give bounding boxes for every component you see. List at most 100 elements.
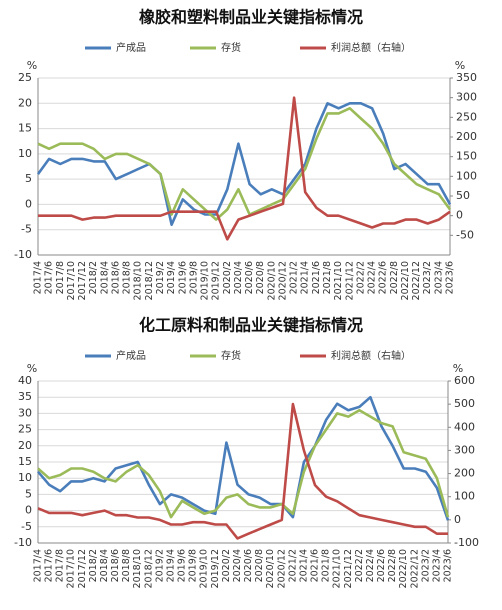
x-tick-label: 2019/12 xyxy=(211,261,222,300)
y2-tick-label: 200 xyxy=(454,467,475,480)
x-tick-label: 2022/8 xyxy=(387,549,398,582)
y2-tick-label: 250 xyxy=(456,110,477,123)
x-tick-label: 2019/8 xyxy=(188,549,199,582)
series-line xyxy=(37,107,452,221)
legend-label: 存货 xyxy=(221,349,241,362)
y2-tick-label: 0 xyxy=(454,513,461,526)
y-tick-label: 25 xyxy=(18,71,32,84)
x-tick-label: 2017/12 xyxy=(77,261,88,300)
x-tick-label: 2022/2 xyxy=(354,549,365,582)
x-tick-label: 2019/6 xyxy=(177,549,188,582)
x-tick-label: 2019/4 xyxy=(165,549,176,582)
y-tick-label: 35 xyxy=(18,390,32,403)
y2-tick-label: 600 xyxy=(454,374,475,387)
y2-tick-label: 300 xyxy=(454,443,475,456)
x-tick-label: 2021/2 xyxy=(289,261,300,294)
y2-tick-label: -100 xyxy=(454,536,479,549)
x-tick-label: 2018/4 xyxy=(99,549,110,582)
y-tick-label: 0 xyxy=(25,197,32,210)
y-tick-label: -5 xyxy=(21,520,32,533)
y-tick-label: 20 xyxy=(18,439,32,452)
series-line xyxy=(37,408,450,519)
x-tick-label: 2021/10 xyxy=(332,549,343,588)
series-line xyxy=(36,102,452,226)
x-tick-label: 2020/12 xyxy=(277,261,288,300)
x-tick-label: 2020/8 xyxy=(254,549,265,582)
x-tick-label: 2020/12 xyxy=(276,549,287,588)
x-tick-label: 2021/8 xyxy=(322,261,333,294)
x-tick-label: 2021/2 xyxy=(287,549,298,582)
x-tick-label: 2018/10 xyxy=(133,261,144,300)
x-tick-label: 2019/10 xyxy=(199,549,210,588)
x-tick-label: 2022/4 xyxy=(367,261,378,294)
x-tick-label: 2022/12 xyxy=(411,261,422,300)
y-tick-label: -10 xyxy=(14,248,32,261)
y2-tick-label: 100 xyxy=(454,490,475,503)
x-tick-label: 2023/2 xyxy=(420,549,431,582)
x-tick-label: 2021/8 xyxy=(321,549,332,582)
y-tick-label: 25 xyxy=(18,423,32,436)
x-tick-label: 2017/10 xyxy=(66,261,77,300)
x-tick-label: 2022/6 xyxy=(376,549,387,582)
x-tick-label: 2018/6 xyxy=(110,261,121,294)
x-tick-label: 2019/2 xyxy=(155,261,166,294)
x-tick-label: 2020/10 xyxy=(265,549,276,588)
y2-axis-unit: % xyxy=(453,362,463,375)
x-tick-label: 2023/6 xyxy=(443,549,454,582)
y-tick-label: 15 xyxy=(18,455,32,468)
x-tick-label: 2023/6 xyxy=(445,261,456,294)
x-tick-label: 2022/2 xyxy=(355,261,366,294)
x-tick-label: 2020/10 xyxy=(266,261,277,300)
y2-tick-label: 300 xyxy=(456,91,477,104)
y2-tick-label: 350 xyxy=(456,71,477,84)
x-tick-label: 2022/4 xyxy=(365,549,376,582)
y-tick-label: 10 xyxy=(18,147,32,160)
y-tick-label: 10 xyxy=(18,471,32,484)
x-tick-label: 2021/10 xyxy=(333,261,344,300)
x-tick-label: 2018/2 xyxy=(88,261,99,294)
x-tick-label: 2018/4 xyxy=(99,261,110,294)
y-axis-unit: % xyxy=(27,362,37,375)
legend-label: 利润总额（右轴） xyxy=(331,349,411,362)
legend-label: 利润总额（右轴） xyxy=(331,41,411,54)
y2-tick-label: 100 xyxy=(456,169,477,182)
x-tick-label: 2018/8 xyxy=(122,261,133,294)
x-tick-label: 2018/6 xyxy=(110,549,121,582)
y2-tick-label: -50 xyxy=(456,228,474,241)
x-tick-label: 2017/12 xyxy=(77,549,88,588)
y2-tick-label: 150 xyxy=(456,150,477,163)
x-tick-label: 2021/4 xyxy=(298,549,309,582)
x-tick-label: 2019/6 xyxy=(177,261,188,294)
y2-tick-label: 500 xyxy=(454,397,475,410)
x-tick-label: 2019/12 xyxy=(210,549,221,588)
x-tick-label: 2023/4 xyxy=(431,549,442,582)
y-tick-label: 20 xyxy=(18,96,32,109)
series-line xyxy=(38,96,451,241)
x-tick-label: 2019/8 xyxy=(188,261,199,294)
x-tick-label: 2017/8 xyxy=(55,549,66,582)
x-tick-label: 2020/6 xyxy=(243,549,254,582)
series-line xyxy=(37,395,450,521)
x-tick-label: 2018/2 xyxy=(88,549,99,582)
x-tick-label: 2017/6 xyxy=(44,549,55,582)
chart-title: 化工原料和制品业关键指标情况 xyxy=(139,316,363,335)
x-tick-label: 2017/6 xyxy=(44,261,55,294)
x-tick-label: 2019/2 xyxy=(154,549,165,582)
y2-tick-label: 200 xyxy=(456,130,477,143)
x-tick-label: 2020/4 xyxy=(232,549,243,582)
x-tick-label: 2021/4 xyxy=(300,261,311,294)
y-axis-unit: % xyxy=(27,59,37,72)
x-tick-label: 2021/6 xyxy=(310,549,321,582)
legend-label: 产成品 xyxy=(116,41,146,54)
y-tick-label: 5 xyxy=(25,172,32,185)
x-tick-label: 2022/10 xyxy=(400,261,411,300)
x-tick-label: 2018/8 xyxy=(121,549,132,582)
x-tick-label: 2022/12 xyxy=(409,549,420,588)
x-tick-label: 2020/2 xyxy=(222,261,233,294)
x-tick-label: 2023/2 xyxy=(422,261,433,294)
y-tick-label: -5 xyxy=(21,223,32,236)
x-tick-label: 2022/10 xyxy=(398,549,409,588)
legend-label: 存货 xyxy=(221,41,241,54)
x-tick-label: 2018/10 xyxy=(132,549,143,588)
y2-axis-unit: % xyxy=(455,59,465,72)
